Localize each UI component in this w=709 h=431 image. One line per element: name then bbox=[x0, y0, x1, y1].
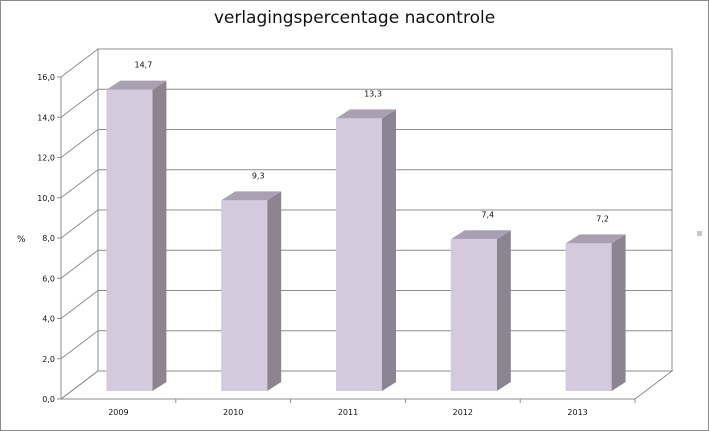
data-label: 7,4 bbox=[481, 210, 494, 219]
data-label: 13,3 bbox=[364, 89, 382, 98]
data-label: 14,7 bbox=[134, 61, 152, 70]
bar-side bbox=[496, 230, 511, 391]
axes: 0,0 2,0 4,0 6,0 8,0 10,0 12,0 14,0 16,0 2009 2010 2… bbox=[37, 73, 636, 417]
gridline-side bbox=[60, 209, 99, 239]
gridline-side bbox=[60, 290, 99, 319]
y-tick-label: 12,0 bbox=[37, 154, 55, 163]
bar bbox=[336, 118, 382, 391]
bar-side bbox=[611, 234, 626, 391]
y-axis-title: % bbox=[17, 235, 26, 245]
bar-top bbox=[106, 80, 167, 90]
gridline-side bbox=[60, 249, 99, 279]
x-tick-label: 2011 bbox=[338, 408, 358, 417]
y-tick-label: 10,0 bbox=[37, 194, 55, 203]
gridline-side bbox=[60, 169, 99, 199]
bar bbox=[221, 200, 268, 391]
bar-side bbox=[267, 191, 282, 391]
bar-top bbox=[450, 230, 511, 240]
gridline-side bbox=[60, 129, 99, 158]
legend-marker bbox=[697, 231, 702, 236]
y-tick-label: 16,0 bbox=[37, 73, 55, 82]
gridline-side bbox=[60, 88, 99, 118]
y-tick-label: 4,0 bbox=[42, 315, 55, 324]
bar-side bbox=[152, 80, 167, 392]
y-tick-label: 6,0 bbox=[42, 274, 55, 283]
y-tick-label: 8,0 bbox=[42, 234, 55, 243]
gridline-side bbox=[60, 330, 99, 360]
x-tick-label: 2013 bbox=[567, 408, 587, 417]
data-label: 9,3 bbox=[252, 171, 265, 180]
bar bbox=[565, 243, 612, 391]
x-tick-label: 2009 bbox=[108, 408, 128, 417]
bars bbox=[106, 80, 626, 392]
data-label: 7,2 bbox=[596, 214, 609, 223]
y-tick-label: 0,0 bbox=[42, 395, 55, 404]
data-labels: 14,7 9,3 13,3 7,4 7,2 bbox=[134, 61, 608, 224]
bar-top bbox=[221, 191, 282, 201]
gridline-side bbox=[60, 370, 99, 400]
bar bbox=[106, 89, 153, 392]
y-tick-label: 2,0 bbox=[42, 355, 55, 364]
bar bbox=[450, 239, 497, 391]
x-tick-label: 2012 bbox=[453, 408, 473, 417]
y-tick-label: 14,0 bbox=[37, 113, 55, 122]
gridline-side bbox=[60, 48, 99, 78]
bar-side bbox=[382, 109, 396, 391]
bar-top bbox=[565, 234, 626, 244]
x-tick-label: 2010 bbox=[223, 408, 243, 417]
bar-top bbox=[336, 109, 396, 119]
chart-title: verlagingspercentage nacontrole bbox=[213, 8, 496, 28]
